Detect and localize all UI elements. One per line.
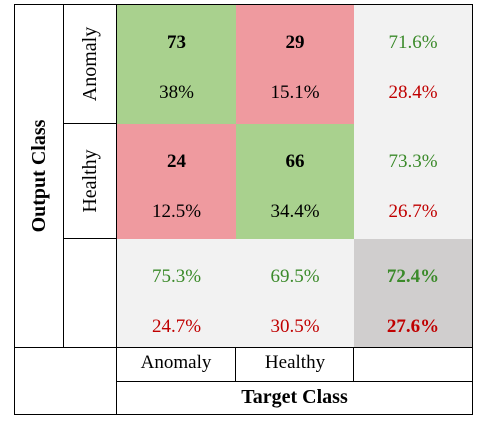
row-summary-anomaly: 71.6% 28.4% xyxy=(354,5,472,124)
grid-line xyxy=(14,347,473,348)
row-correct-rate: 71.6% xyxy=(388,32,438,53)
overall-accuracy-cell: 72.4% 27.6% xyxy=(354,239,472,347)
overall-correct-rate: 72.4% xyxy=(386,266,440,287)
col-error-rate: 30.5% xyxy=(270,316,320,337)
row-label-healthy: Healthy xyxy=(79,149,101,213)
col-correct-rate: 75.3% xyxy=(151,266,202,287)
grid-line xyxy=(235,347,236,381)
cell-count: 24 xyxy=(167,151,186,172)
cell-count: 29 xyxy=(285,32,305,53)
overall-error-rate: 27.6% xyxy=(386,316,440,337)
col-summary-healthy: 69.5% 30.5% xyxy=(236,239,354,347)
grid-line xyxy=(63,4,64,348)
cell-percent: 34.4% xyxy=(270,201,320,222)
grid-line xyxy=(63,123,117,124)
cell-count: 73 xyxy=(167,32,186,53)
cell-anomaly-anomaly: 73 38% xyxy=(117,5,236,124)
row-label-anomaly: Anomaly xyxy=(79,26,101,102)
grid-line xyxy=(116,4,117,415)
row-error-rate: 28.4% xyxy=(388,82,438,103)
y-axis-title: Output Class xyxy=(28,119,50,233)
col-error-rate: 24.7% xyxy=(151,316,202,337)
cell-healthy-anomaly: 24 12.5% xyxy=(117,124,236,239)
col-correct-rate: 69.5% xyxy=(270,266,320,287)
grid-line xyxy=(353,347,354,381)
confusion-matrix-frame xyxy=(14,4,473,415)
col-label-anomaly: Anomaly xyxy=(140,352,212,373)
cell-percent: 38% xyxy=(159,82,194,103)
grid-line xyxy=(116,381,473,382)
row-correct-rate: 73.3% xyxy=(388,151,438,172)
cell-healthy-healthy: 66 34.4% xyxy=(236,124,354,239)
cell-anomaly-healthy: 29 15.1% xyxy=(236,5,354,124)
col-summary-anomaly: 75.3% 24.7% xyxy=(117,239,236,347)
cell-count: 66 xyxy=(285,151,305,172)
cell-percent: 15.1% xyxy=(270,82,320,103)
row-summary-healthy: 73.3% 26.7% xyxy=(354,124,472,239)
row-error-rate: 26.7% xyxy=(388,201,438,222)
cell-percent: 12.5% xyxy=(151,201,202,222)
col-label-healthy: Healthy xyxy=(264,352,326,373)
grid-line xyxy=(63,238,117,239)
x-axis-title: Target Class xyxy=(241,386,348,408)
